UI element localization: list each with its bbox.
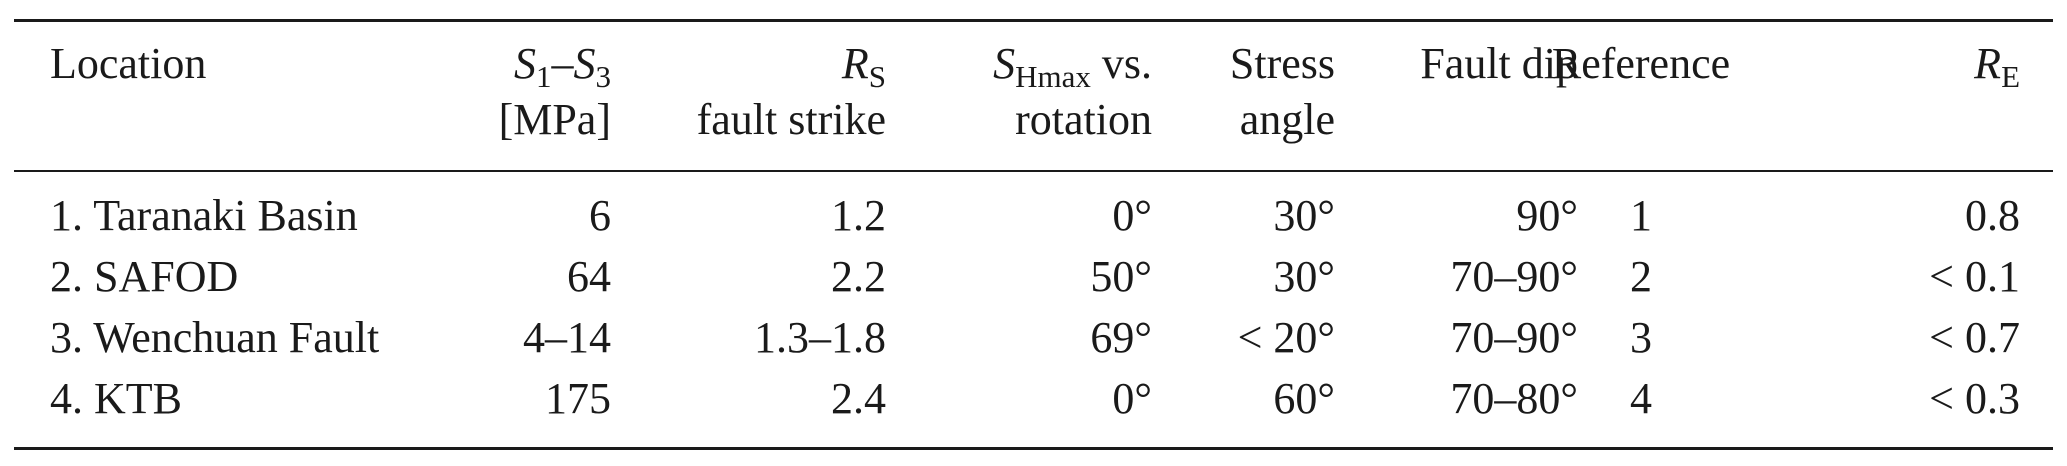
cell-shmax: 69° [1090, 313, 1152, 362]
cell-location: 1. Taranaki Basin [50, 191, 358, 240]
cell-fault-dip: 70–90° [1450, 313, 1578, 362]
header-rule [14, 170, 2053, 172]
cell-fault-dip: 70–90° [1450, 252, 1578, 301]
cell-s1-s3: 64 [567, 252, 611, 301]
cell-s1-s3: 4–14 [523, 313, 611, 362]
header-rs: RS fault strike [696, 39, 886, 144]
cell-stress-angle: 60° [1273, 374, 1335, 423]
cell-s1-s3: 175 [545, 374, 611, 423]
header-location: Location [50, 39, 207, 88]
cell-shmax: 50° [1090, 252, 1152, 301]
cell-re: < 0.1 [1929, 252, 2020, 301]
cell-shmax: 0° [1112, 191, 1152, 240]
cell-stress-angle: 30° [1273, 252, 1335, 301]
cell-rs: 2.2 [831, 252, 886, 301]
header-re: RE [1974, 39, 2020, 94]
cell-stress-angle: < 20° [1237, 313, 1335, 362]
cell-s1-s3: 6 [589, 191, 611, 240]
cell-stress-angle: 30° [1273, 191, 1335, 240]
cell-location: 4. KTB [50, 374, 182, 423]
header-shmax: SHmax vs. rotation [993, 39, 1152, 144]
header-s1-s3: S1–S3 [MPa] [498, 39, 611, 144]
cell-rs: 1.3–1.8 [754, 313, 886, 362]
cell-reference: 4 [1630, 374, 1652, 423]
cell-reference: 2 [1630, 252, 1652, 301]
header-fault-dip: Fault dip [1420, 39, 1578, 88]
cell-reference: 3 [1630, 313, 1652, 362]
cell-rs: 1.2 [831, 191, 886, 240]
cell-re: < 0.7 [1929, 313, 2020, 362]
cell-rs: 2.4 [831, 374, 886, 423]
cell-reference: 1 [1630, 191, 1652, 240]
cell-re: < 0.3 [1929, 374, 2020, 423]
cell-location: 3. Wenchuan Fault [50, 313, 380, 362]
header-stress-angle: Stress angle [1229, 39, 1335, 144]
cell-re: 0.8 [1965, 191, 2020, 240]
header-reference: Reference [1551, 39, 1731, 88]
top-rule [14, 19, 2053, 22]
cell-location: 2. SAFOD [50, 252, 239, 301]
cell-fault-dip: 90° [1516, 191, 1578, 240]
cell-shmax: 0° [1112, 374, 1152, 423]
bottom-rule [14, 447, 2053, 450]
cell-fault-dip: 70–80° [1450, 374, 1578, 423]
